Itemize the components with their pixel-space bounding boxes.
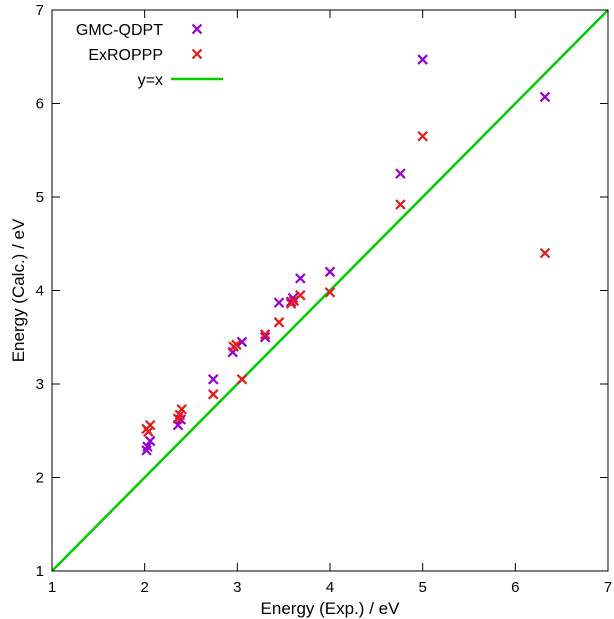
data-point-series-1 xyxy=(144,419,156,431)
axis-ticks: 1 2 3 4 5 6 7 1 2 3 4 5 6 7 xyxy=(36,2,613,596)
legend-label: y=x xyxy=(138,72,163,89)
cross-stroke xyxy=(395,199,406,210)
legend: GMC-QDPT ExROPPP y=x xyxy=(76,22,223,89)
y-tick-label: 3 xyxy=(36,376,44,393)
series-line-2 xyxy=(51,9,609,572)
x-tick-label: 1 xyxy=(48,579,56,596)
cross-stroke xyxy=(539,247,551,259)
data-point-series-1 xyxy=(324,287,336,298)
y-tick-label: 5 xyxy=(36,189,44,206)
x-tick-label: 6 xyxy=(511,579,519,596)
cross-stroke xyxy=(539,91,551,103)
data-point-series-1 xyxy=(395,199,406,210)
data-point-series-0 xyxy=(259,331,271,343)
x-tick-label: 4 xyxy=(326,579,334,596)
cross-stroke xyxy=(143,426,154,437)
legend-marker-swatch xyxy=(191,48,203,60)
cross-stroke xyxy=(273,297,285,308)
x-tick-label: 7 xyxy=(604,579,612,596)
data-point-series-0 xyxy=(144,435,156,447)
cross-stroke xyxy=(417,54,428,65)
data-point-series-1 xyxy=(295,289,306,301)
data-point-series-0 xyxy=(273,297,285,308)
cross-stroke xyxy=(191,23,203,35)
cross-stroke xyxy=(324,287,336,298)
cross-stroke xyxy=(231,339,242,351)
cross-stroke xyxy=(295,289,306,301)
y-axis-title: Energy (Calc.) / eV xyxy=(9,218,28,362)
x-tick-label: 5 xyxy=(418,579,426,596)
cross-stroke xyxy=(236,336,248,348)
cross-stroke xyxy=(295,273,306,284)
data-point-series-0 xyxy=(324,266,336,278)
data-point-series-1 xyxy=(231,339,242,351)
legend-label: ExROPPP xyxy=(88,47,163,64)
cross-stroke xyxy=(259,329,271,340)
cross-stroke xyxy=(207,374,219,385)
legend-label: GMC-QDPT xyxy=(76,22,163,39)
cross-stroke xyxy=(207,389,219,400)
cross-stroke xyxy=(395,168,406,179)
data-point-series-1 xyxy=(273,317,285,328)
data-point-series-0 xyxy=(417,54,428,65)
cross-stroke xyxy=(191,48,203,60)
data-point-series-0 xyxy=(142,441,153,452)
data-point-series-0 xyxy=(236,336,248,348)
y-tick-label: 1 xyxy=(36,563,44,580)
data-point-series-1 xyxy=(539,247,551,259)
data-point-series-0 xyxy=(295,273,306,284)
cross-stroke xyxy=(176,403,188,415)
cross-stroke xyxy=(259,331,271,343)
x-axis-title: Energy (Exp.) / eV xyxy=(261,599,401,618)
data-point-series-1 xyxy=(417,130,428,142)
cross-stroke xyxy=(144,435,156,447)
data-point-series-0 xyxy=(539,91,551,103)
y-tick-label: 7 xyxy=(36,2,44,19)
x-tick-label: 3 xyxy=(233,579,241,596)
y-tick-label: 2 xyxy=(36,470,44,487)
data-point-series-1 xyxy=(176,403,188,415)
data-point-series-1 xyxy=(259,329,271,340)
data-point-series-0 xyxy=(207,374,219,385)
y-tick-label: 4 xyxy=(36,283,44,300)
data-point-series-1 xyxy=(236,374,248,385)
cross-stroke xyxy=(236,374,248,385)
data-point-series-1 xyxy=(207,389,219,400)
data-point-series-0 xyxy=(395,168,406,179)
y-tick-label: 6 xyxy=(36,96,44,113)
cross-stroke xyxy=(417,130,428,142)
cross-stroke xyxy=(144,419,156,431)
cross-stroke xyxy=(142,441,153,452)
plot-area xyxy=(51,9,609,572)
cross-stroke xyxy=(273,317,285,328)
cross-stroke xyxy=(175,414,187,425)
x-tick-label: 2 xyxy=(140,579,148,596)
cross-stroke xyxy=(324,266,336,278)
legend-marker-swatch xyxy=(191,23,203,35)
